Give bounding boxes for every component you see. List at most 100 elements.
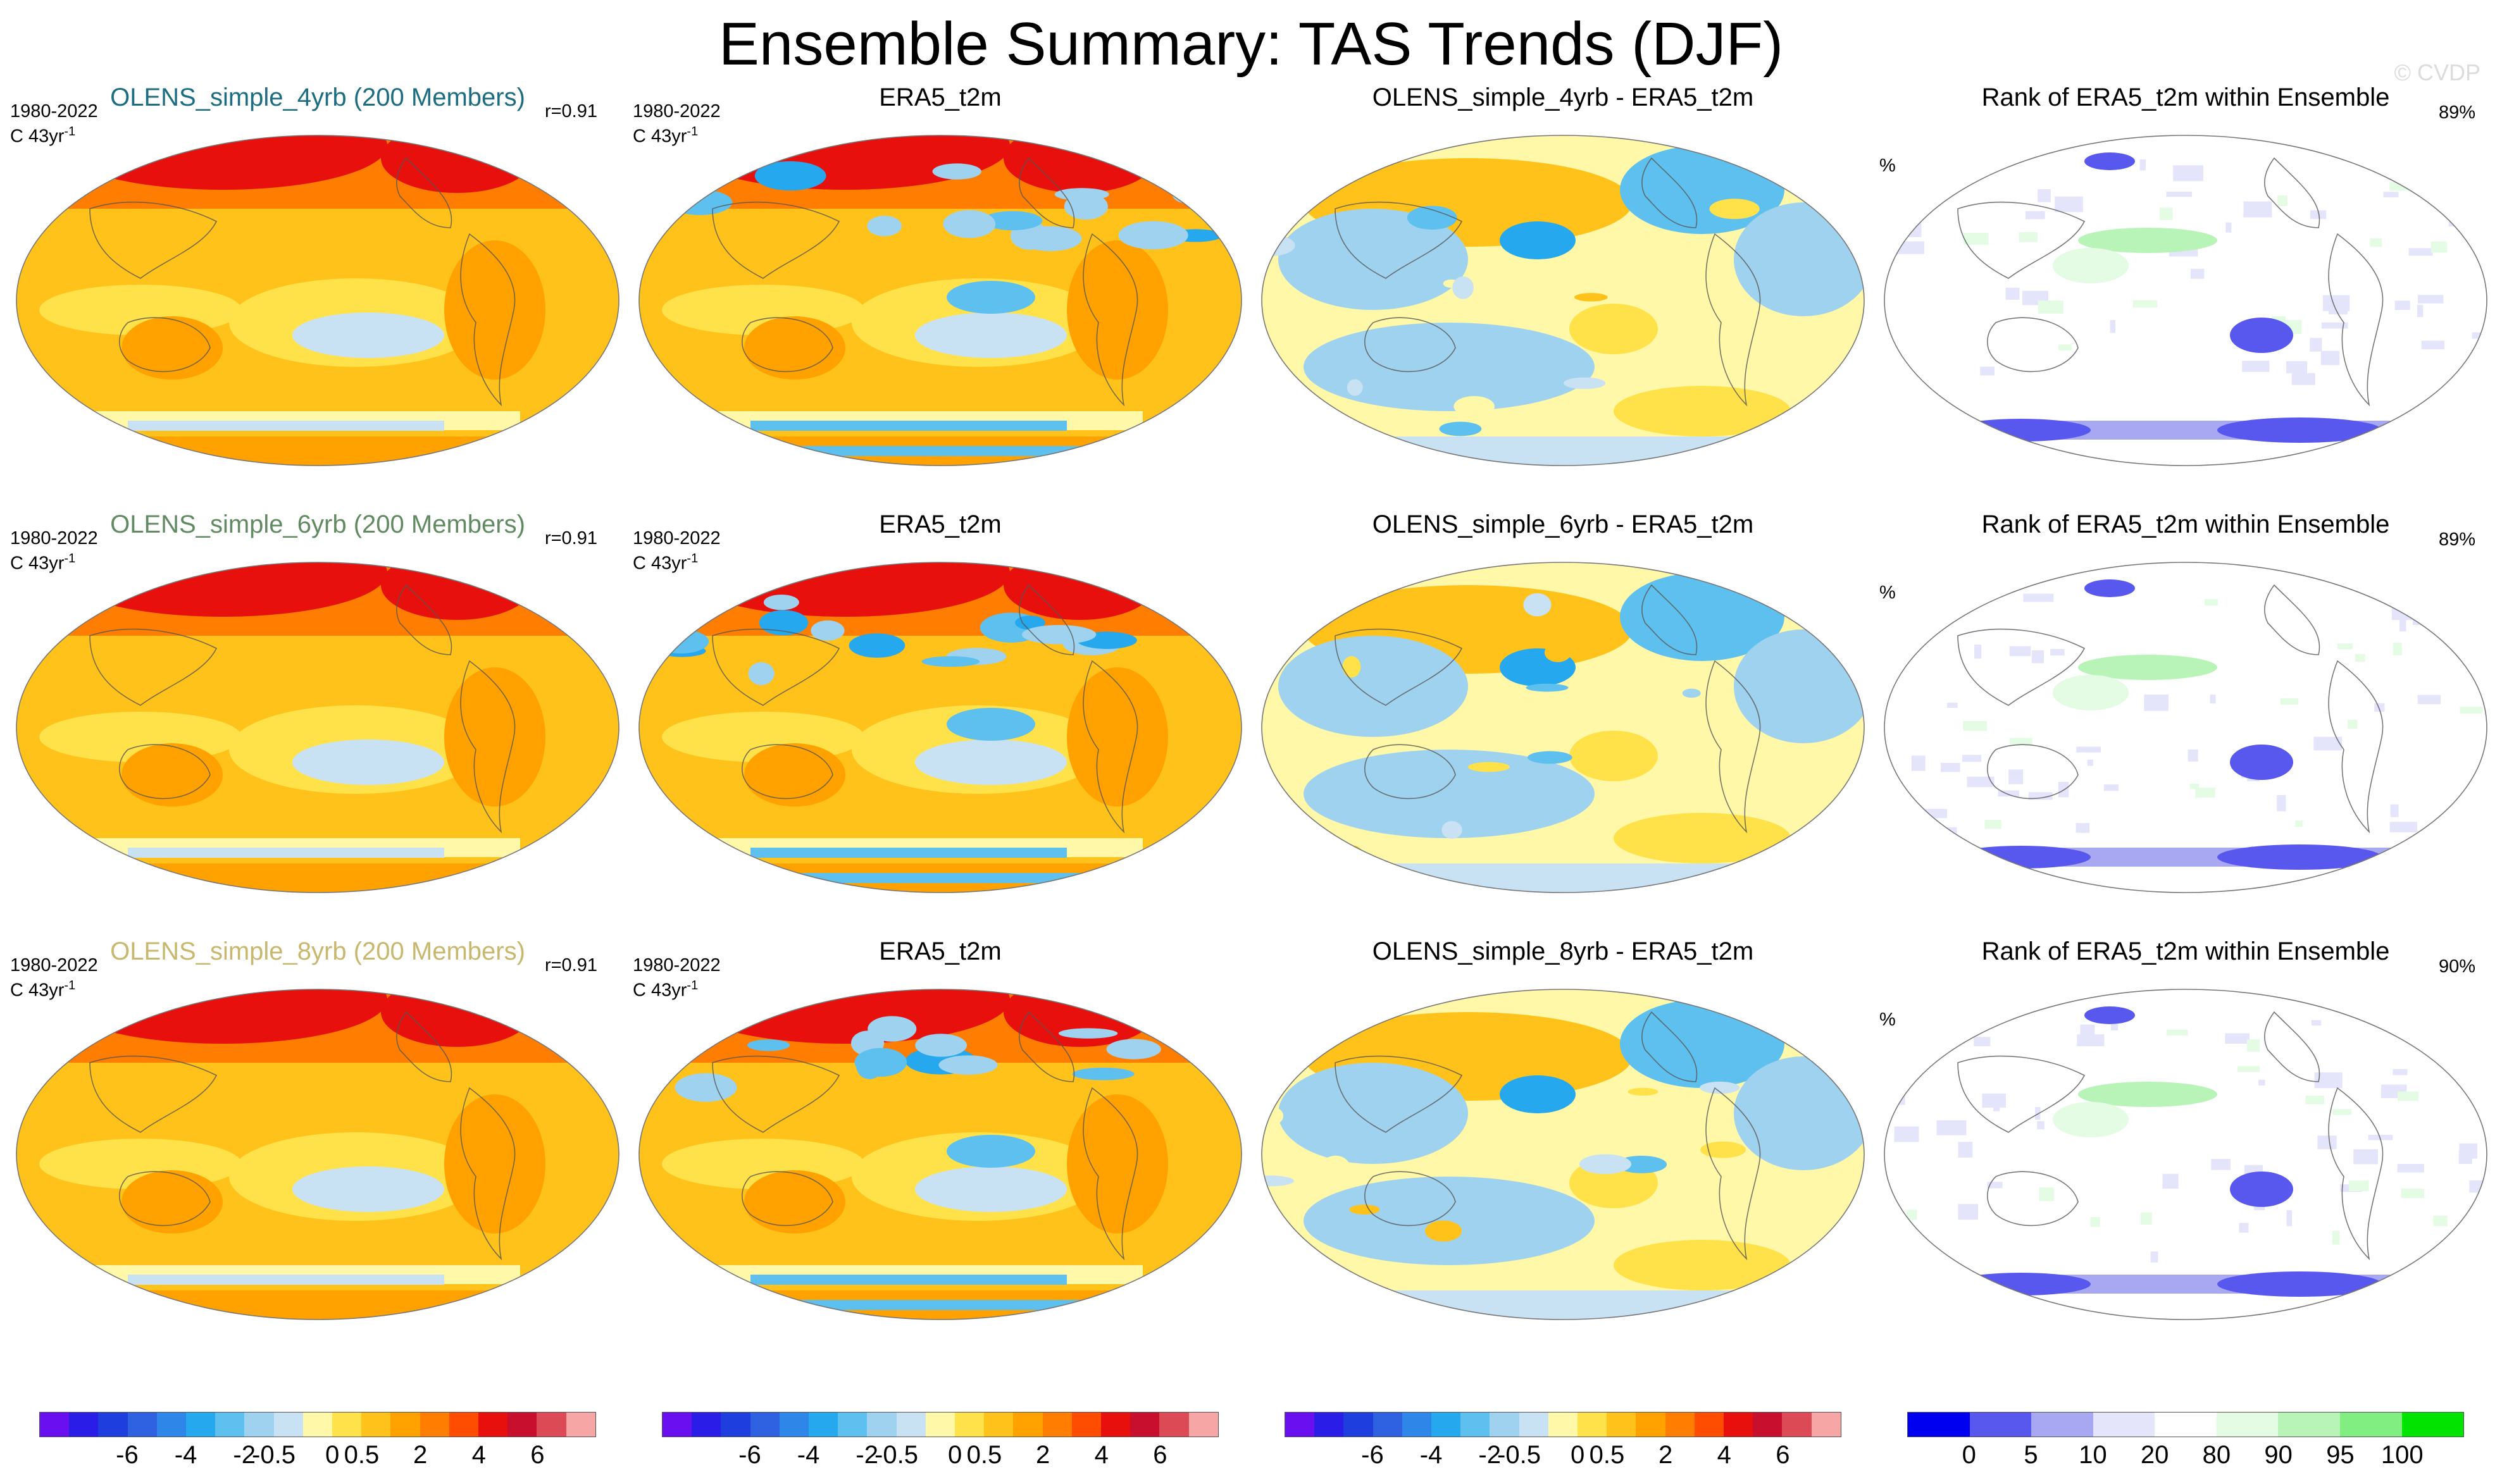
trend-colorbar-tick: -4 — [1419, 1441, 1443, 1469]
rank-map-1 — [1884, 135, 2487, 466]
colorbar-cell — [2093, 1413, 2155, 1437]
units-exponent: -1 — [64, 979, 76, 992]
period-label: 1980-2022 — [633, 528, 721, 548]
trend-colorbar-tick: 2 — [413, 1441, 428, 1469]
colorbar-cell — [1159, 1413, 1189, 1437]
period-label: 1980-2022 — [633, 955, 721, 975]
colorbar-cell — [420, 1413, 449, 1437]
colorbar-cell — [1694, 1413, 1724, 1437]
trend-colorbar-tick: 4 — [471, 1441, 486, 1469]
trend-colorbar-tick: 2 — [1658, 1441, 1673, 1469]
colorbar-cell — [809, 1413, 838, 1437]
model-title-row-2: OLENS_simple_6yrb (200 Members) — [110, 510, 525, 538]
colorbar-cell — [1188, 1413, 1218, 1437]
colorbar-cell — [244, 1413, 274, 1437]
trend-colorbar-tick: -0.5 — [874, 1441, 918, 1469]
figure-title: Ensemble Summary: TAS Trends (DJF) — [718, 10, 1784, 78]
trend-colorbar-tick: 2 — [1035, 1441, 1050, 1469]
units-exponent: -1 — [687, 552, 699, 566]
units-exponent: -1 — [64, 125, 76, 139]
rank-map-2 — [1884, 562, 2487, 893]
colorbar-cell — [1607, 1413, 1636, 1437]
trend-colorbar-tick: -0.5 — [1497, 1441, 1541, 1469]
colorbar-cell — [838, 1413, 868, 1437]
trend-colorbar-tick: -0.5 — [252, 1441, 296, 1469]
model-title-row-3: OLENS_simple_8yrb (200 Members) — [110, 937, 525, 965]
diff-title-row-3: OLENS_simple_8yrb - ERA5_t2m — [1372, 937, 1754, 965]
diff-map-3 — [1261, 989, 1865, 1320]
trend-colorbar-2 — [662, 1412, 1219, 1437]
rank-colorbar-tick: 100 — [2381, 1441, 2424, 1469]
diff-title-row-1: OLENS_simple_4yrb - ERA5_t2m — [1372, 83, 1754, 111]
colorbar-cell — [692, 1413, 721, 1437]
colorbar-cell — [1013, 1413, 1043, 1437]
colorbar-cell — [984, 1413, 1014, 1437]
colorbar-cell — [867, 1413, 897, 1437]
trend-colorbar-tick: 0.5 — [966, 1441, 1002, 1469]
colorbar-cell — [127, 1413, 157, 1437]
units-text: C 43yr — [10, 980, 65, 1001]
units-label: C 43yr-1 — [633, 121, 698, 147]
units-text: C 43yr — [633, 980, 687, 1001]
trend-colorbar-tick: -6 — [1361, 1441, 1384, 1469]
model-map-3 — [16, 989, 619, 1320]
units-label: C 43yr-1 — [10, 548, 75, 574]
colorbar-cell — [1782, 1413, 1812, 1437]
trend-colorbar-tick: -2 — [1478, 1441, 1501, 1469]
colorbar-cell — [1285, 1413, 1315, 1437]
trend-colorbar-tick: 0 — [948, 1441, 962, 1469]
colorbar-cell — [215, 1413, 245, 1437]
colorbar-cell — [2401, 1413, 2464, 1437]
colorbar-cell — [1519, 1413, 1548, 1437]
trend-colorbar-3 — [1285, 1412, 1841, 1437]
units-label: C 43yr-1 — [10, 121, 75, 147]
trend-colorbar-tick: 6 — [530, 1441, 545, 1469]
colorbar-cell — [779, 1413, 809, 1437]
trend-colorbar-tick: -6 — [116, 1441, 139, 1469]
units-text: C 43yr — [10, 553, 65, 574]
rank-title-row-1: Rank of ERA5_t2m within Ensemble — [1981, 83, 2390, 111]
colorbar-cell — [1636, 1413, 1665, 1437]
obs-map-1 — [638, 135, 1242, 466]
obs-title-row-2: ERA5_t2m — [879, 510, 1002, 538]
trend-colorbar-1 — [39, 1412, 596, 1437]
colorbar-cell — [186, 1413, 216, 1437]
obs-map-3 — [638, 989, 1242, 1320]
trend-colorbar-tick: -6 — [738, 1441, 761, 1469]
colorbar-cell — [1724, 1413, 1753, 1437]
colorbar-cell — [1042, 1413, 1072, 1437]
colorbar-cell — [507, 1413, 537, 1437]
colorbar-cell — [273, 1413, 303, 1437]
obs-title-row-3: ERA5_t2m — [879, 937, 1002, 965]
trend-colorbar-tick: 0.5 — [1589, 1441, 1625, 1469]
rank-colorbar-tick: 10 — [2079, 1441, 2107, 1469]
rank-title-row-3: Rank of ERA5_t2m within Ensemble — [1981, 937, 2390, 965]
colorbar-cell — [1578, 1413, 1607, 1437]
period-label: 1980-2022 — [10, 101, 98, 121]
rank-colorbar-tick: 90 — [2264, 1441, 2293, 1469]
colorbar-cell — [925, 1413, 955, 1437]
units-exponent: -1 — [687, 979, 699, 992]
rank-colorbar-tick: 20 — [2140, 1441, 2169, 1469]
trend-colorbar-tick: 4 — [1094, 1441, 1109, 1469]
period-label: 1980-2022 — [10, 528, 98, 548]
rank-percent-value: 89% — [2439, 529, 2476, 550]
colorbar-cell — [663, 1413, 692, 1437]
colorbar-cell — [1460, 1413, 1490, 1437]
colorbar-cell — [721, 1413, 750, 1437]
colorbar-cell — [2031, 1413, 2093, 1437]
rank-percent-symbol: % — [1879, 156, 1896, 176]
colorbar-cell — [390, 1413, 420, 1437]
units-exponent: -1 — [687, 125, 699, 139]
trend-colorbar-tick: 0 — [325, 1441, 340, 1469]
diff-title-row-2: OLENS_simple_6yrb - ERA5_t2m — [1372, 510, 1754, 538]
model-map-1 — [16, 135, 619, 466]
colorbar-cell — [361, 1413, 391, 1437]
obs-map-2 — [638, 562, 1242, 893]
units-label: C 43yr-1 — [633, 548, 698, 574]
trend-colorbar-tick: 0.5 — [344, 1441, 380, 1469]
colorbar-cell — [566, 1413, 595, 1437]
colorbar-cell — [1548, 1413, 1578, 1437]
colorbar-cell — [69, 1413, 99, 1437]
trend-colorbar-tick: 6 — [1776, 1441, 1790, 1469]
